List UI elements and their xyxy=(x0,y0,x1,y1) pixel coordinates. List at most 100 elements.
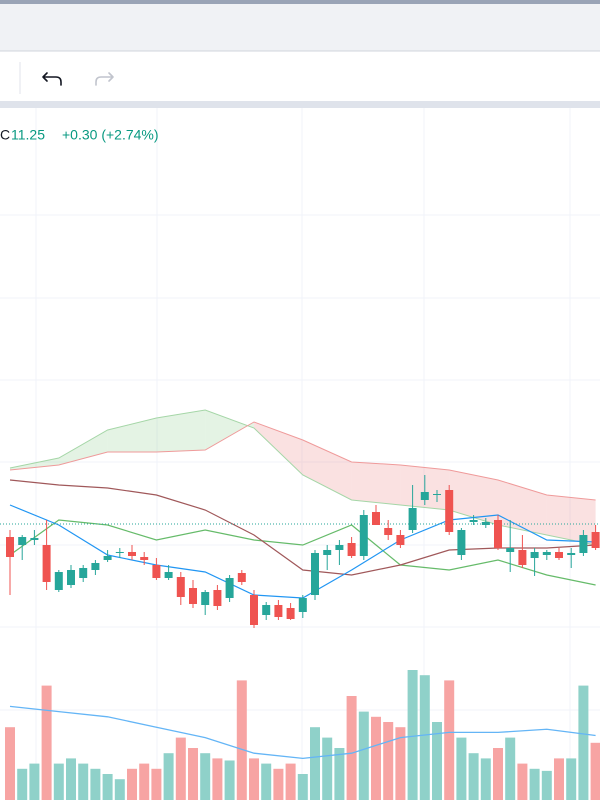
volume-bar xyxy=(200,753,211,800)
volume-bar xyxy=(236,680,247,800)
volume-bar xyxy=(517,763,528,800)
volume-bar xyxy=(66,758,76,800)
candle-body xyxy=(347,543,356,556)
candle-body xyxy=(335,545,344,550)
candle-body xyxy=(237,573,246,582)
candle-body xyxy=(542,552,551,555)
candle-body xyxy=(555,552,563,558)
redo-button[interactable] xyxy=(95,72,114,86)
candle-body xyxy=(213,590,222,606)
volume-bar xyxy=(590,742,600,800)
candle-body xyxy=(67,570,75,585)
legend-close: 11.25 xyxy=(11,127,45,143)
volume-bar xyxy=(139,763,150,800)
cloud-segment xyxy=(156,410,206,452)
candle-body xyxy=(54,572,63,590)
cloud-segment xyxy=(205,410,254,450)
volume-bar xyxy=(90,768,101,800)
volume-bar xyxy=(383,722,394,800)
cloud-segment xyxy=(546,495,596,545)
candle-body xyxy=(408,508,417,530)
volume-bar xyxy=(212,758,223,800)
candle-body xyxy=(286,608,295,619)
volume-bar xyxy=(297,774,308,800)
undo-button[interactable] xyxy=(42,72,62,86)
volume-bar xyxy=(285,763,296,800)
volume-bar xyxy=(334,748,345,800)
candle-body xyxy=(506,548,515,552)
volume-bar xyxy=(468,753,479,800)
candle-body xyxy=(128,552,136,556)
candle-body xyxy=(91,563,100,570)
cloud-segment xyxy=(107,418,157,452)
candle-body xyxy=(42,545,51,582)
panel-separator xyxy=(0,101,600,108)
volume-bar xyxy=(566,758,577,800)
top-bar xyxy=(0,4,600,51)
volume-bar xyxy=(127,768,137,800)
candle-body xyxy=(494,520,502,548)
volume-bar xyxy=(175,737,186,800)
volume-bar xyxy=(310,727,320,800)
candle-body xyxy=(250,595,258,625)
volume-bar xyxy=(371,716,381,800)
candle-body xyxy=(396,535,405,545)
candle-body xyxy=(140,557,149,560)
candle-body xyxy=(103,556,112,560)
candle-body xyxy=(152,565,161,578)
volume-bar xyxy=(261,763,272,800)
candle-body xyxy=(323,550,332,555)
volume-bar xyxy=(444,680,455,800)
volume-bar xyxy=(346,696,357,800)
candle-body xyxy=(372,512,380,525)
candle-body xyxy=(591,532,600,548)
candle-body xyxy=(445,490,454,532)
candle-body xyxy=(579,535,588,553)
volume-bar xyxy=(273,768,284,800)
span-b-line xyxy=(9,421,596,501)
volume-bar xyxy=(163,753,174,800)
candle-body xyxy=(420,492,429,500)
volume-bar xyxy=(554,758,564,800)
volume-bar xyxy=(493,748,503,800)
volume-bar xyxy=(53,763,64,800)
volume-bar xyxy=(17,768,28,800)
candle-body xyxy=(6,537,14,557)
lagging-line xyxy=(9,519,596,586)
candle-body xyxy=(481,522,490,525)
volume-bar xyxy=(78,763,89,800)
volume-bar xyxy=(322,737,333,800)
cloud-segment xyxy=(351,462,401,505)
volume-bar xyxy=(102,774,113,800)
volume-bar xyxy=(5,727,15,800)
volume-bar xyxy=(419,675,430,800)
cloud-segment xyxy=(58,430,108,465)
candle-body xyxy=(567,553,576,555)
volume-bar xyxy=(505,737,516,800)
candle-body xyxy=(18,537,27,545)
volume-ma-line xyxy=(9,705,596,760)
candle-body xyxy=(176,577,185,597)
candle-body xyxy=(201,592,210,605)
candle-body xyxy=(115,552,124,553)
volume-bar xyxy=(432,722,442,800)
candle-body xyxy=(262,605,271,615)
cloud-segment xyxy=(449,470,498,525)
volume-bar xyxy=(407,670,418,800)
volume-bar xyxy=(358,711,369,800)
window-border xyxy=(0,0,600,4)
candle-body xyxy=(433,494,441,495)
candle-body xyxy=(359,515,368,556)
candle-body xyxy=(30,538,39,540)
candle-body xyxy=(164,572,173,578)
candle-body xyxy=(384,528,393,535)
volume-bar xyxy=(151,768,162,800)
candle-body xyxy=(225,578,234,598)
cloud-segment xyxy=(302,440,352,500)
candle-body xyxy=(311,553,319,595)
toolbar xyxy=(0,52,600,100)
candle-body xyxy=(530,552,539,558)
candle-body xyxy=(469,520,478,522)
